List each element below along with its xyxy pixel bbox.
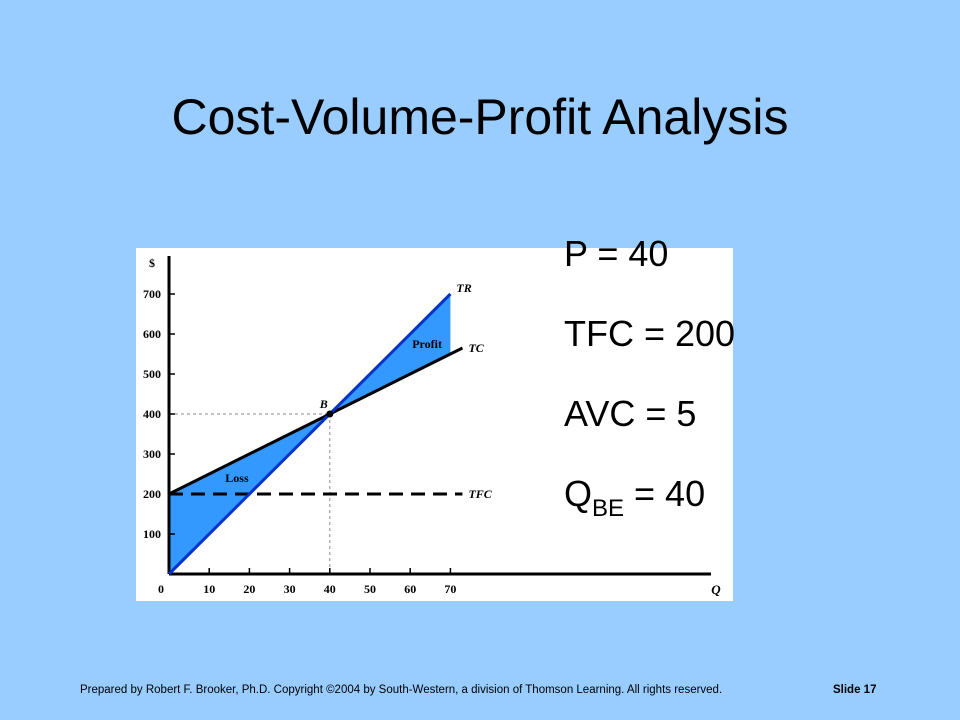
tc-line: [168, 346, 464, 496]
x-tick-label: 40: [324, 582, 336, 596]
x-tick-label: 10: [203, 582, 215, 596]
loss-label: Loss: [225, 471, 249, 485]
tr-line: [167, 292, 452, 576]
y-tick-label: 300: [143, 447, 161, 461]
slide-title: Cost-Volume-Profit Analysis: [171, 89, 789, 145]
slide-number: Slide 17: [833, 684, 877, 696]
x-tick-label: 50: [364, 582, 376, 596]
break-even-label: B: [319, 397, 328, 411]
tc-label: TC: [468, 341, 484, 355]
qbe-value: = 40: [624, 473, 706, 514]
cvp-chart: 100 200 300 400 500 600 700 0 10 20 30 40 50 60 70 $ Q TR…: [136, 248, 733, 601]
price-param: P = 40: [564, 233, 669, 274]
y-tick-label: 200: [143, 487, 161, 501]
y-tick-label: 500: [143, 367, 161, 381]
y-tick-label: 600: [143, 327, 161, 341]
tfc-label: TFC: [468, 487, 492, 501]
x-tick-label: 30: [284, 582, 296, 596]
y-tick-label: 400: [143, 407, 161, 421]
avc-param: AVC = 5: [564, 393, 697, 434]
x-axis-label: Q: [711, 582, 721, 597]
x-tick-label: 0: [158, 582, 164, 596]
y-axis-label: $: [149, 256, 155, 270]
y-tick-label: 100: [143, 527, 161, 541]
qbe-subscript: BE: [592, 495, 625, 522]
x-tick-label: 20: [243, 582, 255, 596]
footer-copyright: Prepared by Robert F. Brooker, Ph.D. Cop…: [80, 684, 723, 696]
profit-label: Profit: [412, 337, 442, 351]
x-tick-label: 60: [404, 582, 416, 596]
qbe-main: Q: [564, 473, 593, 514]
tr-label: TR: [456, 281, 471, 295]
y-tick-label: 700: [143, 287, 161, 301]
tfc-param: TFC = 200: [564, 313, 736, 354]
qbe-param: QBE = 40: [564, 473, 735, 523]
cvp-chart-svg: 100 200 300 400 500 600 700 0 10 20 30 40 50 60 70 $ Q TR…: [143, 256, 721, 597]
x-tick-label: 70: [444, 582, 456, 596]
parameter-list: P = 40 TFC = 200 AVC = 5 QBE = 40: [564, 236, 735, 556]
break-even-point: [326, 410, 334, 418]
